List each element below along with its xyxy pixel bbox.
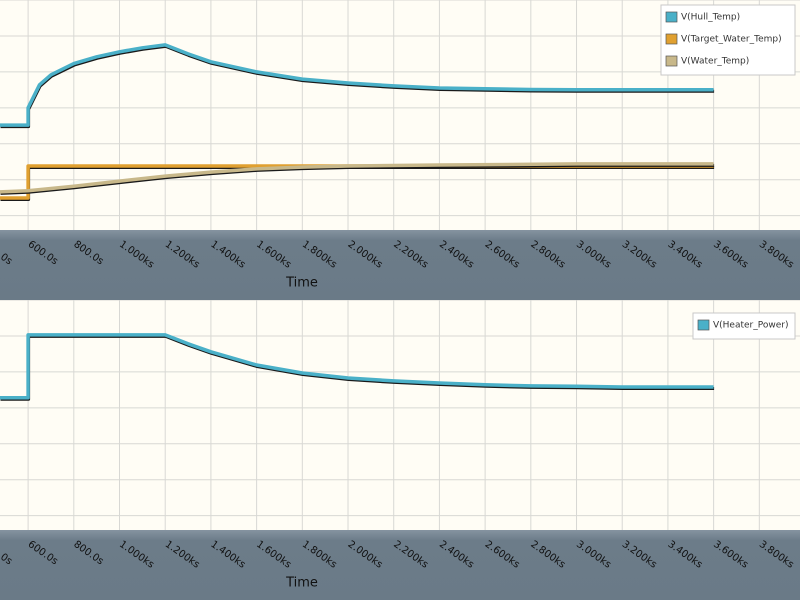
series-line: [0, 162, 714, 194]
legend-swatch: [665, 33, 678, 45]
x-axis-label: Time: [285, 276, 318, 291]
legend-label: V(Water_Temp): [681, 57, 749, 67]
axis-band: [0, 530, 800, 600]
legend-box: [660, 4, 796, 76]
legend-swatch: [665, 55, 678, 67]
legend-swatch: [665, 11, 678, 23]
series-line: [0, 333, 714, 400]
legend-swatch: [697, 319, 710, 331]
legend-label: V(Target_Water_Temp): [681, 35, 782, 45]
legend-box: [692, 312, 796, 340]
plot-panel: 400.0s 600.0s 800.0s 1.000ks 1.200ks 1.400ks 1…: [0, 0, 800, 300]
legend-label: V(Hull_Temp): [681, 13, 740, 23]
axis-band: [0, 230, 800, 300]
legend-label: V(Heater_Power): [713, 321, 788, 331]
plot-area: [0, 300, 800, 530]
series-line: [0, 43, 714, 127]
plot-panel: 400.0s 600.0s 800.0s 1.000ks 1.200ks 1.400ks 1…: [0, 300, 800, 600]
x-axis-label: Time: [285, 576, 318, 591]
